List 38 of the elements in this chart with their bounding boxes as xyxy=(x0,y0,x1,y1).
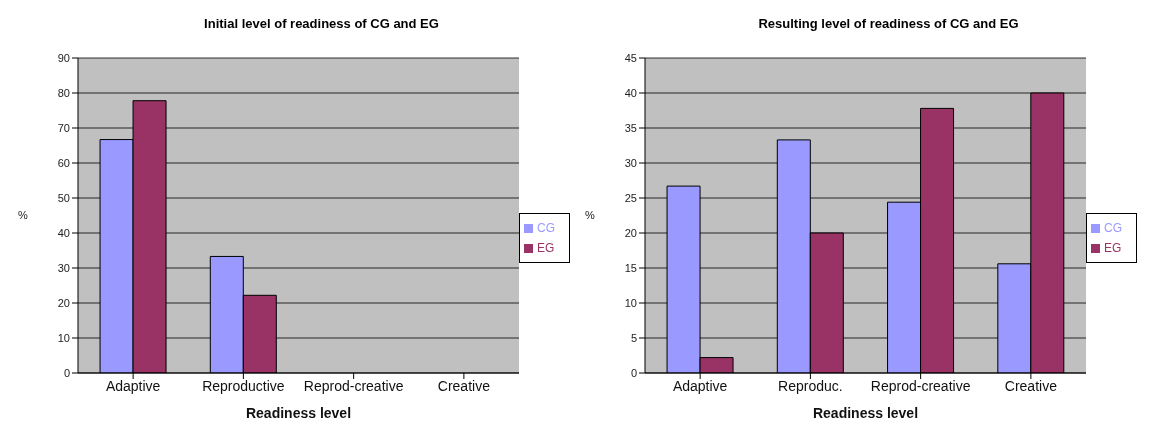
y-tick-label: 60 xyxy=(57,156,70,169)
chart-title: Resulting level of readiness of CG and EG xyxy=(757,15,1020,33)
x-tick-label: Reprod-creative xyxy=(870,377,971,394)
x-tick-label: Reprod-creative xyxy=(303,377,404,394)
y-tick-label: 0 xyxy=(63,366,70,379)
y-tick-label: 45 xyxy=(624,51,637,64)
y-tick-label: 30 xyxy=(624,156,637,169)
y-tick-label: 70 xyxy=(57,121,70,134)
y-tick-label: 40 xyxy=(57,226,70,239)
y-axis-title: % xyxy=(18,209,28,222)
y-tick-label: 90 xyxy=(57,51,70,64)
x-axis-title: Readiness level xyxy=(245,405,352,421)
x-tick-label: Reproductive xyxy=(202,377,285,394)
y-tick-label: 80 xyxy=(57,86,70,99)
chart-title: Initial level of readiness of CG and EG xyxy=(203,15,440,33)
x-tick-label: Adaptive xyxy=(105,377,161,394)
y-tick-label: 20 xyxy=(624,226,637,239)
x-tick-label: Reproduc. xyxy=(778,377,843,394)
y-tick-label: 5 xyxy=(630,331,637,344)
y-tick-label: 35 xyxy=(624,121,637,134)
y-tick-label: 40 xyxy=(624,86,637,99)
legend-label: CG xyxy=(1104,221,1122,235)
x-tick-label: Adaptive xyxy=(672,377,728,394)
legend-label: CG xyxy=(537,221,555,235)
y-tick-label: 0 xyxy=(630,366,637,379)
x-axis-title: Readiness level xyxy=(812,405,919,421)
y-tick-label: 20 xyxy=(57,296,70,309)
y-tick-label: 50 xyxy=(57,191,70,204)
y-tick-label: 15 xyxy=(624,261,637,274)
y-tick-label: 30 xyxy=(57,261,70,274)
y-tick-label: 10 xyxy=(57,331,70,344)
y-tick-label: 25 xyxy=(624,191,637,204)
y-tick-label: 10 xyxy=(624,296,637,309)
x-tick-label: Creative xyxy=(437,377,491,394)
x-tick-label: Creative xyxy=(1004,377,1058,394)
legend-label: EG xyxy=(1104,241,1122,255)
y-axis-title: % xyxy=(585,209,595,222)
legend-label: EG xyxy=(537,241,555,255)
